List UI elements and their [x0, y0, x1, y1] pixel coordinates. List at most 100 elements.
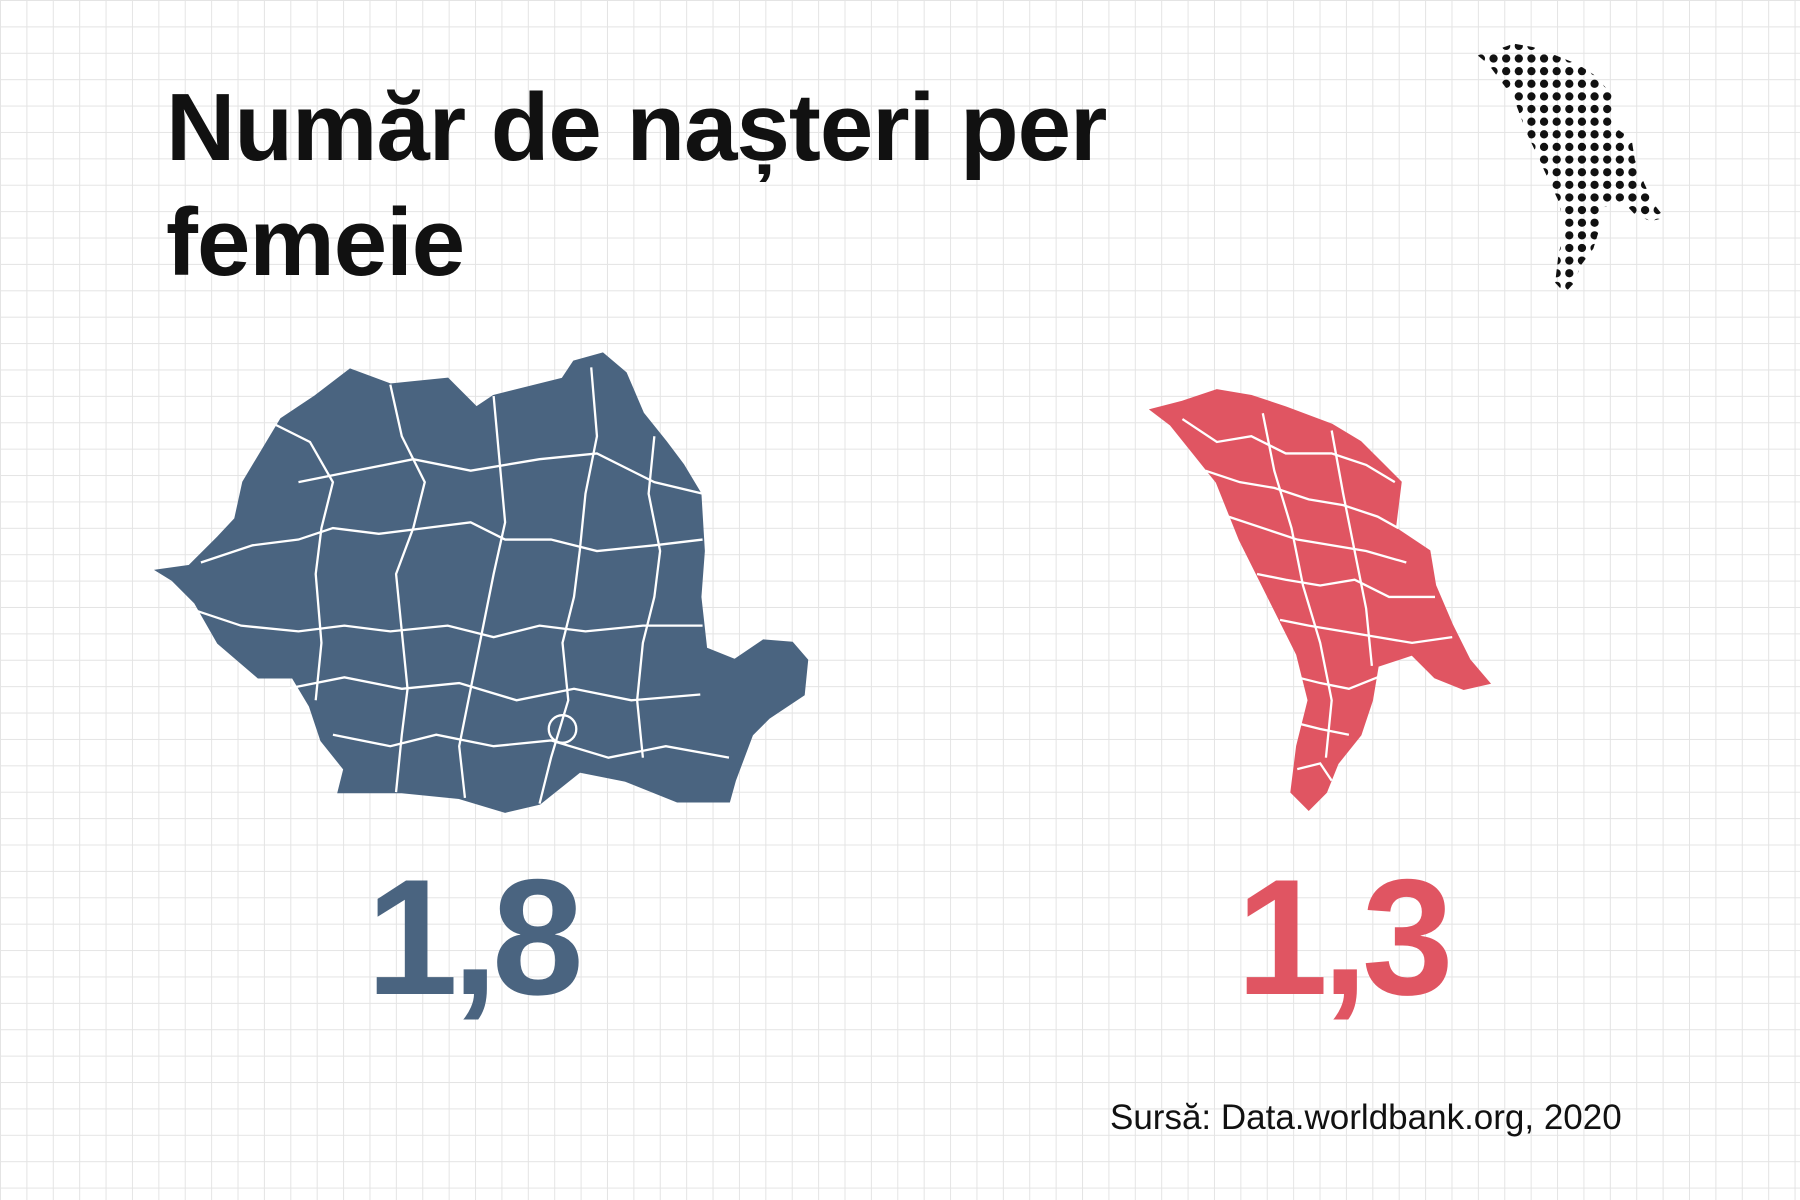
icon-dot: [1527, 218, 1536, 227]
icon-dot: [1590, 269, 1599, 278]
icon-dot: [1502, 92, 1511, 101]
icon-dot: [1653, 67, 1662, 76]
icon-dot: [1565, 269, 1574, 278]
icon-dot: [1603, 218, 1612, 227]
icon-dot: [1489, 193, 1498, 202]
icon-dot: [1577, 155, 1587, 164]
icon-dot: [1640, 256, 1650, 265]
icon-dot: [1514, 117, 1523, 126]
icon-dot: [1539, 269, 1549, 278]
icon-dot: [1565, 142, 1574, 152]
icon-dot: [1615, 79, 1624, 88]
icon-dot: [1502, 218, 1511, 227]
icon-dot: [1514, 269, 1523, 278]
icon-dot: [1539, 79, 1549, 88]
icon-dot: [1489, 205, 1498, 215]
icon-dot: [1653, 243, 1662, 253]
icon-dot: [1603, 130, 1612, 139]
icon-dot: [1527, 117, 1536, 126]
icon-dot: [1603, 155, 1612, 164]
icon-dot: [1577, 231, 1587, 240]
icon-dot: [1527, 104, 1536, 114]
icon-dot: [1477, 168, 1486, 177]
icon-dot: [1552, 256, 1561, 265]
icon-dot: [1502, 269, 1511, 278]
icon-dot: [1539, 243, 1549, 253]
icon-dot: [1552, 180, 1561, 189]
icon-dot: [1640, 205, 1650, 215]
icon-dot: [1603, 269, 1612, 278]
icon-dot: [1477, 231, 1486, 240]
icon-dot: [1603, 142, 1612, 152]
icon-dot: [1653, 79, 1662, 88]
icon-dot: [1527, 92, 1536, 101]
icon-dot: [1628, 117, 1637, 126]
icon-dot: [1489, 180, 1498, 189]
icon-dot: [1565, 130, 1574, 139]
icon-dot: [1577, 218, 1587, 227]
icon-dot: [1603, 256, 1612, 265]
icon-dot: [1502, 231, 1511, 240]
icon-dot: [1615, 218, 1624, 227]
icon-dot: [1502, 54, 1511, 63]
icon-dot: [1640, 155, 1650, 164]
icon-dot: [1502, 168, 1511, 177]
icon-dot: [1565, 117, 1574, 126]
icon-dot: [1628, 155, 1637, 164]
icon-dot: [1477, 155, 1486, 164]
icon-dot: [1590, 104, 1599, 114]
icon-dot: [1615, 67, 1624, 76]
icon-dot: [1565, 231, 1574, 240]
icon-dot: [1489, 269, 1498, 278]
icon-dot: [1615, 155, 1624, 164]
icon-dot: [1577, 168, 1587, 177]
icon-dot: [1628, 231, 1637, 240]
icon-dot: [1489, 142, 1498, 152]
icon-dot: [1615, 180, 1624, 189]
icon-dot: [1628, 142, 1637, 152]
icon-dot: [1603, 117, 1612, 126]
icon-dot: [1502, 193, 1511, 202]
icon-dot: [1527, 193, 1536, 202]
icon-dot: [1590, 281, 1599, 290]
icon-dot: [1565, 218, 1574, 227]
icon-dot: [1590, 168, 1599, 177]
icon-dot: [1590, 205, 1599, 215]
icon-dot: [1552, 168, 1561, 177]
icon-dot: [1539, 256, 1549, 265]
icon-dot: [1565, 281, 1574, 290]
icon-dot: [1514, 155, 1523, 164]
icon-dot: [1527, 180, 1536, 189]
icon-dot: [1628, 256, 1637, 265]
icon-dot: [1489, 54, 1498, 63]
icon-dot: [1489, 104, 1498, 114]
icon-dot: [1539, 180, 1549, 189]
icon-dot: [1628, 243, 1637, 253]
icon-dot: [1527, 79, 1536, 88]
icon-dot: [1653, 155, 1662, 164]
icon-dot: [1653, 54, 1662, 63]
icon-dot: [1653, 92, 1662, 101]
icon-dot: [1527, 243, 1536, 253]
icon-dot: [1577, 281, 1587, 290]
icon-dot: [1477, 104, 1486, 114]
icon-dot: [1539, 142, 1549, 152]
icon-dot: [1653, 130, 1662, 139]
icon-dot: [1552, 281, 1561, 290]
icon-dot: [1527, 205, 1536, 215]
icon-dot: [1514, 67, 1523, 76]
icon-dot: [1640, 43, 1650, 51]
icon-dot: [1477, 269, 1486, 278]
icon-dot: [1603, 193, 1612, 202]
icon-dot: [1603, 43, 1612, 51]
icon-dot: [1590, 180, 1599, 189]
icon-dot: [1615, 256, 1624, 265]
icon-dot: [1577, 92, 1587, 101]
icon-dot: [1577, 104, 1587, 114]
icon-dot: [1565, 67, 1574, 76]
icon-dot: [1539, 104, 1549, 114]
icon-dot: [1552, 117, 1561, 126]
icon-dot: [1653, 168, 1662, 177]
icon-dot: [1502, 43, 1511, 51]
